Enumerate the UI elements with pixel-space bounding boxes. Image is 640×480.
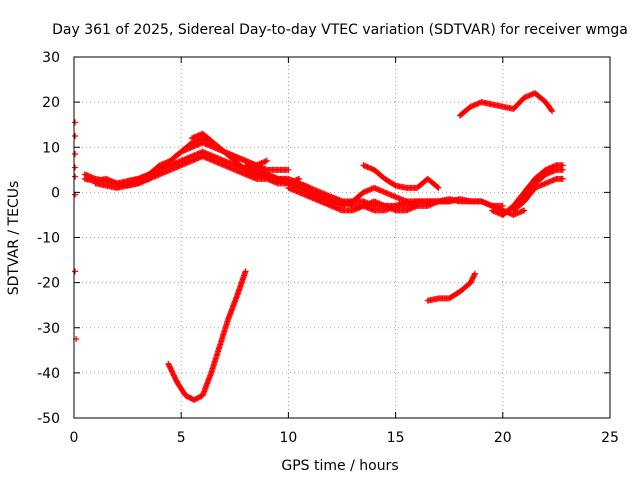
data-point — [549, 108, 556, 115]
data-point — [435, 184, 442, 191]
x-tick-label: 25 — [601, 430, 619, 446]
data-point — [471, 271, 478, 278]
data-point — [72, 132, 79, 139]
y-axis-label: SDTVAR / TECUs — [6, 181, 22, 296]
axis-ticks: 0 5 10 15 20 25 -50 -40 -30 -20 -10 0 10 20 30 — [37, 50, 619, 446]
data-point — [72, 119, 79, 126]
series-arc-15 — [424, 270, 478, 304]
grid-lines — [74, 57, 610, 418]
y-tick-label: -10 — [37, 231, 60, 247]
data-point — [499, 202, 506, 209]
data-point — [434, 183, 441, 190]
y-tick-label: -30 — [37, 321, 60, 337]
x-axis-label: GPS time / hours — [281, 458, 398, 474]
x-tick-label: 10 — [279, 430, 297, 446]
data-point — [285, 166, 292, 173]
data-point — [521, 207, 528, 214]
x-tick-label: 15 — [387, 430, 405, 446]
series-arc-13 — [456, 90, 556, 119]
data-point — [72, 164, 79, 171]
series-arc-11 — [499, 162, 566, 218]
x-tick-label: 5 — [177, 430, 186, 446]
data-point — [559, 162, 566, 169]
data-point — [559, 175, 566, 182]
y-tick-label: 30 — [42, 50, 60, 66]
data-point — [242, 268, 249, 275]
chart-title: Day 361 of 2025, Sidereal Day-to-day VTE… — [52, 22, 628, 38]
data-point — [72, 151, 79, 158]
y-tick-label: -20 — [37, 276, 60, 292]
series-arc-7 — [285, 184, 421, 214]
data-point — [72, 173, 79, 180]
x-tick-label: 20 — [494, 430, 512, 446]
y-tick-label: -40 — [37, 366, 60, 382]
y-tick-label: 20 — [42, 95, 60, 111]
data-point — [446, 198, 453, 205]
series-arc-9 — [360, 162, 442, 191]
series-arc-14 — [165, 268, 249, 403]
data-point — [72, 268, 79, 275]
series-arc-12 — [510, 175, 566, 214]
y-tick-label: 10 — [42, 140, 60, 156]
data-point — [471, 270, 478, 277]
data-points — [72, 90, 566, 403]
x-tick-label: 0 — [70, 430, 79, 446]
y-tick-label: 0 — [51, 185, 60, 201]
data-point — [548, 107, 555, 114]
data-point — [263, 157, 270, 164]
y-tick-label: -50 — [37, 411, 60, 427]
series-arc-8 — [306, 184, 453, 209]
